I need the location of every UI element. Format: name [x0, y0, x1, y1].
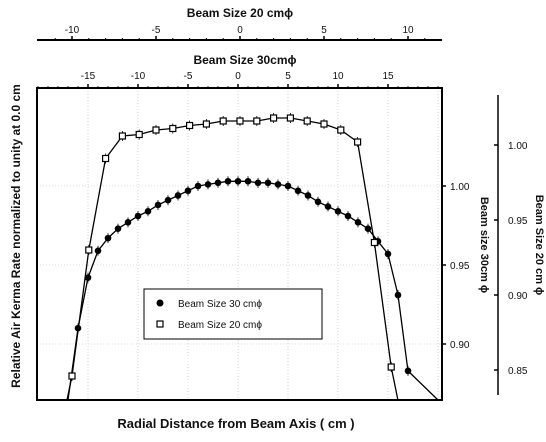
data-point-20cm: [370, 238, 378, 247]
data-point-20cm: [354, 138, 362, 146]
data-point-30cm: [174, 192, 182, 199]
right-axis-30-tick-label: 0.95: [450, 261, 470, 272]
data-point-20cm: [270, 114, 278, 122]
data-point-20cm: [219, 117, 227, 125]
top-axis-30-tick-label: 5: [285, 71, 291, 82]
data-point-30cm: [144, 207, 152, 215]
data-point-20cm: [152, 126, 160, 134]
top-axis-20cm: -10 -5 0 5 10: [37, 25, 442, 41]
data-point-30cm: [394, 291, 402, 299]
fit-curve-20cm: [66, 117, 399, 401]
data-point-30cm: [314, 198, 322, 206]
data-point-20cm: [118, 132, 127, 140]
data-point-20cm: [320, 120, 328, 128]
data-point-30cm: [214, 179, 222, 187]
data-point-30cm: [364, 225, 372, 232]
data-point-20cm: [286, 114, 294, 122]
right-axis-30-tick-label: 0.90: [450, 340, 470, 351]
data-point-30cm: [324, 203, 332, 210]
right-axis-20-label: Beam Size 20 cm ϕ: [533, 195, 545, 296]
data-point-20cm: [337, 126, 345, 134]
data-point-20cm: [303, 117, 311, 125]
top-axis-20-label: Beam Size 20 cmϕ: [187, 6, 293, 20]
right-axis-20-tick-label: 0.90: [508, 291, 528, 302]
right-axis-20-tick-label: 1.00: [508, 141, 528, 152]
data-point-30cm: [204, 181, 212, 188]
top-axis-30-tick-label: -10: [131, 71, 146, 82]
data-point-20cm: [236, 117, 244, 125]
grid-lines: [37, 88, 442, 400]
data-point-30cm: [274, 181, 282, 188]
data-point-30cm: [234, 177, 242, 185]
legend-marker-20cm: [156, 320, 164, 328]
top-axis-20-tick-label: -10: [65, 25, 80, 36]
data-point-30cm: [154, 201, 162, 209]
data-points: [68, 113, 412, 381]
x-axis-label: Radial Distance from Beam Axis ( cm ): [117, 416, 354, 431]
right-axis-30-tick-label: 1.00: [450, 182, 470, 193]
data-point-30cm: [164, 196, 172, 204]
top-axis-30-tick-label: 0: [235, 71, 241, 82]
data-point-20cm: [387, 363, 395, 371]
data-point-30cm: [104, 234, 112, 242]
right-axis-20-tick-label: 0.85: [508, 366, 528, 377]
right-axis-20-tick-label: 0.95: [508, 216, 528, 227]
y-axis-label: Relative Air Kerma Rate normalized to un…: [9, 84, 23, 388]
top-axis-30-tick-label: -5: [184, 71, 193, 82]
data-point-30cm: [194, 182, 202, 190]
data-point-30cm: [294, 187, 302, 195]
data-point-30cm: [94, 247, 102, 255]
data-point-20cm: [101, 154, 110, 163]
legend-marker-30cm: [156, 299, 164, 307]
legend-box: [143, 288, 323, 340]
data-point-20cm: [253, 117, 261, 125]
top-axis-20-tick-label: 10: [402, 25, 414, 36]
data-point-20cm: [85, 246, 93, 254]
data-point-20cm: [68, 372, 76, 380]
data-point-20cm: [186, 121, 194, 130]
data-point-30cm: [74, 324, 82, 332]
data-point-30cm: [264, 179, 272, 187]
data-point-30cm: [124, 219, 132, 226]
fit-curves: [40, 117, 439, 401]
data-point-30cm: [114, 225, 122, 232]
top-axis-20-tick-label: 0: [237, 25, 243, 36]
data-point-20cm: [169, 124, 177, 133]
data-point-30cm: [184, 187, 192, 195]
data-point-30cm: [284, 182, 292, 190]
top-axis-30-tick-label: -15: [81, 71, 96, 82]
data-point-30cm: [354, 219, 362, 226]
top-axis-20-tick-label: 5: [321, 25, 327, 36]
top-axis-20-tick-label: -5: [152, 25, 161, 36]
top-axis-30cm: -15 -10 -5 0 5 10 15: [37, 71, 439, 88]
data-point-30cm: [384, 250, 392, 258]
data-point-30cm: [134, 212, 142, 220]
data-point-20cm: [135, 130, 143, 139]
top-axis-30-label: Beam Size 30cmϕ: [193, 53, 296, 67]
right-axis-30-label: Beam size 30cm ϕ: [478, 197, 490, 293]
data-point-30cm: [224, 177, 232, 185]
data-point-30cm: [304, 192, 312, 199]
data-point-30cm: [254, 179, 262, 187]
data-point-30cm: [344, 212, 352, 220]
top-axis-30-tick-label: 15: [382, 71, 394, 82]
data-point-30cm: [404, 367, 412, 375]
plot-frame: [36, 87, 443, 401]
data-point-30cm: [334, 207, 342, 215]
legend: Beam Size 30 cmϕ Beam Size 20 cmϕ: [143, 288, 323, 340]
legend-label-20cm: Beam Size 20 cmϕ: [178, 320, 262, 331]
right-axis-30cm: 1.00 0.95 0.90: [442, 182, 470, 351]
top-axis-30-tick-label: 10: [332, 71, 344, 82]
data-point-20cm: [202, 120, 210, 128]
right-axis-20cm: 1.00 0.95 0.90 0.85: [494, 95, 528, 395]
data-point-30cm: [244, 177, 252, 185]
legend-label-30cm: Beam Size 30 cmϕ: [178, 299, 262, 310]
data-point-30cm: [84, 274, 92, 281]
